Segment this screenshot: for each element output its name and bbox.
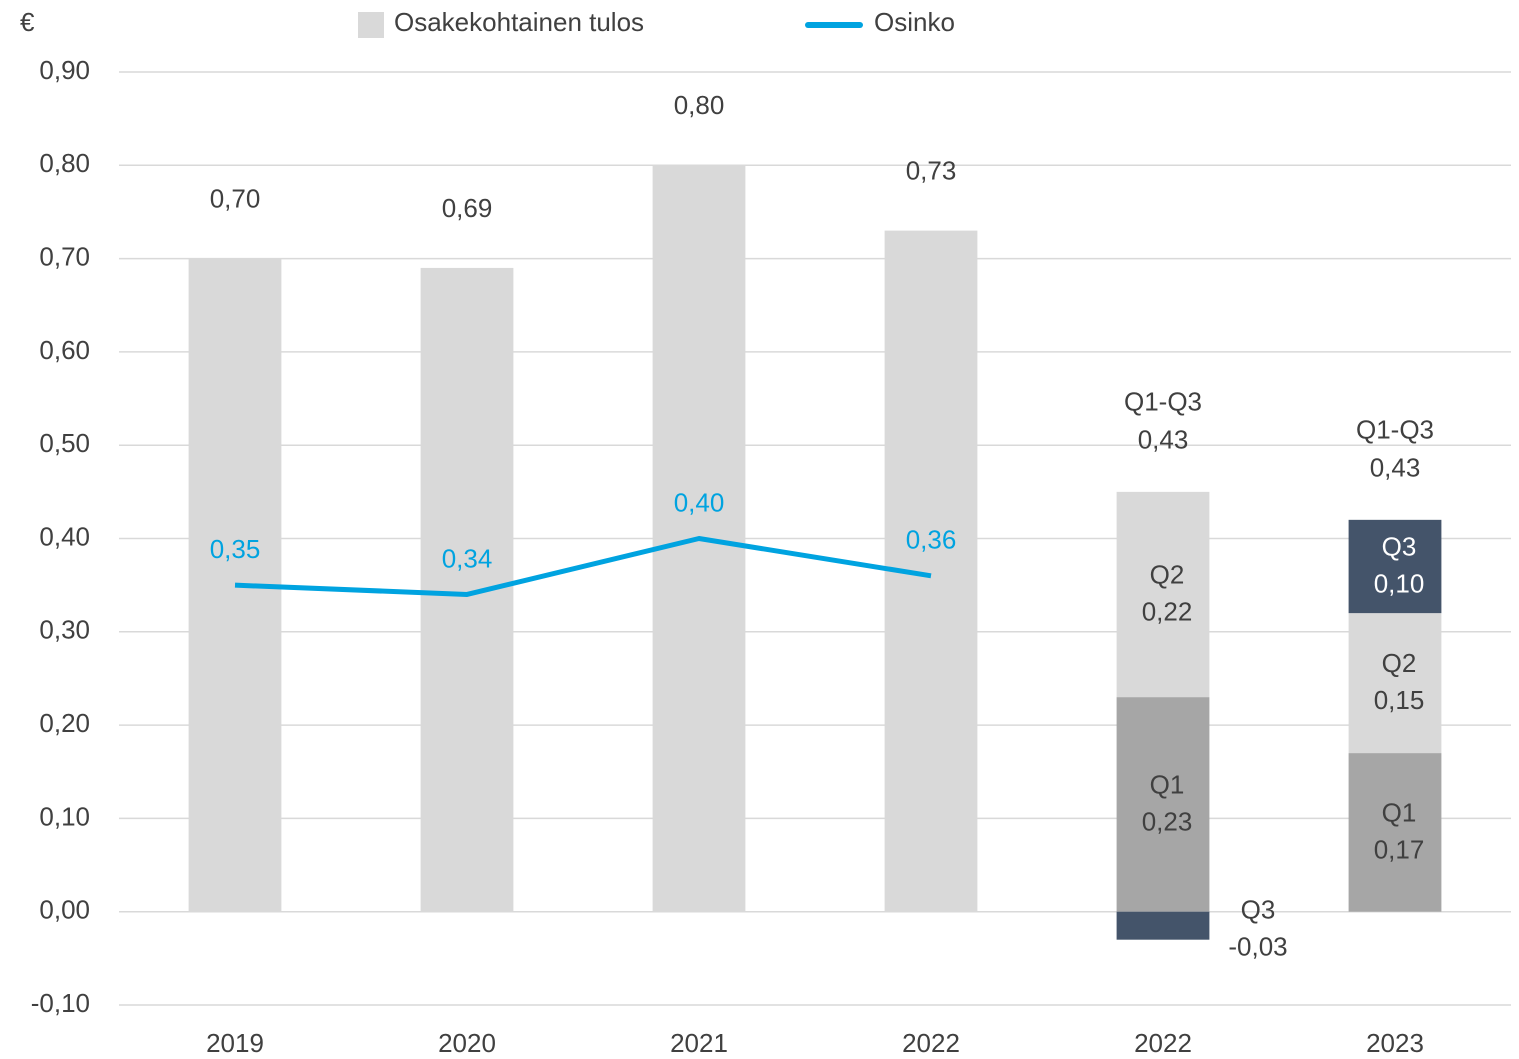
segment-name: Q2 [1150, 559, 1185, 589]
legend-label: Osakekohtainen tulos [394, 7, 644, 37]
segment-value-label: -0,03 [1228, 932, 1287, 962]
y-tick-label: 0,30 [39, 615, 90, 645]
stack-segment [1348, 613, 1442, 754]
stack-segment [1348, 519, 1442, 614]
segment-value-label: 0,10 [1374, 568, 1425, 598]
segment-name: Q2 [1382, 648, 1417, 678]
line [234, 536, 932, 597]
y-tick-label: 0,20 [39, 708, 90, 738]
legend-label: Osinko [874, 7, 955, 37]
y-tick-label: 0,00 [39, 895, 90, 925]
segment-name: Q3 [1241, 895, 1276, 925]
line-value-label: 0,36 [906, 525, 957, 555]
y-axis-label: € [20, 7, 35, 37]
x-tick-label: 2023 [1366, 1028, 1424, 1058]
bar-value-label: 0,70 [210, 183, 261, 213]
x-tick-label: 2020 [438, 1028, 496, 1058]
x-tick-label: 2022 [902, 1028, 960, 1058]
y-tick-label: 0,40 [39, 521, 90, 551]
y-tick-label: 0,10 [39, 801, 90, 831]
segment-value-label: 0,17 [1374, 834, 1425, 864]
segment-name: Q1 [1150, 769, 1185, 799]
legend-swatch [358, 12, 384, 38]
y-tick-label: 0,70 [39, 241, 90, 271]
bar-value-label: 0,80 [674, 90, 725, 120]
bar-value-label: 0,69 [442, 193, 493, 223]
total-label: Q1-Q3 [1124, 387, 1202, 417]
x-tick-label: 2019 [206, 1028, 264, 1058]
stack-segment [1116, 491, 1210, 698]
y-tick-label: 0,80 [39, 148, 90, 178]
x-tick-label: 2022 [1134, 1028, 1192, 1058]
line-value-label: 0,34 [442, 543, 493, 573]
line-value-label: 0,40 [674, 487, 725, 517]
y-tick-label: 0,50 [39, 428, 90, 458]
y-tick-label: 0,60 [39, 335, 90, 365]
total-value-label: 0,43 [1370, 453, 1421, 483]
line-value-label: 0,35 [210, 534, 261, 564]
total-label: Q1-Q3 [1356, 415, 1434, 445]
bar [420, 267, 514, 912]
stack-segment [1348, 753, 1442, 912]
total-value-label: 0,43 [1138, 425, 1189, 455]
x-tick-label: 2021 [670, 1028, 728, 1058]
y-tick-label: 0,90 [39, 55, 90, 85]
segment-value-label: 0,15 [1374, 685, 1425, 715]
bar-value-label: 0,73 [906, 155, 957, 185]
segment-value-label: 0,22 [1142, 596, 1193, 626]
segment-name: Q1 [1382, 797, 1417, 827]
stack-segment [1116, 697, 1210, 912]
y-tick-label: -0,10 [31, 988, 90, 1018]
segment-name: Q3 [1382, 531, 1417, 561]
stack-segment [1116, 911, 1210, 940]
segment-value-label: 0,23 [1142, 806, 1193, 836]
